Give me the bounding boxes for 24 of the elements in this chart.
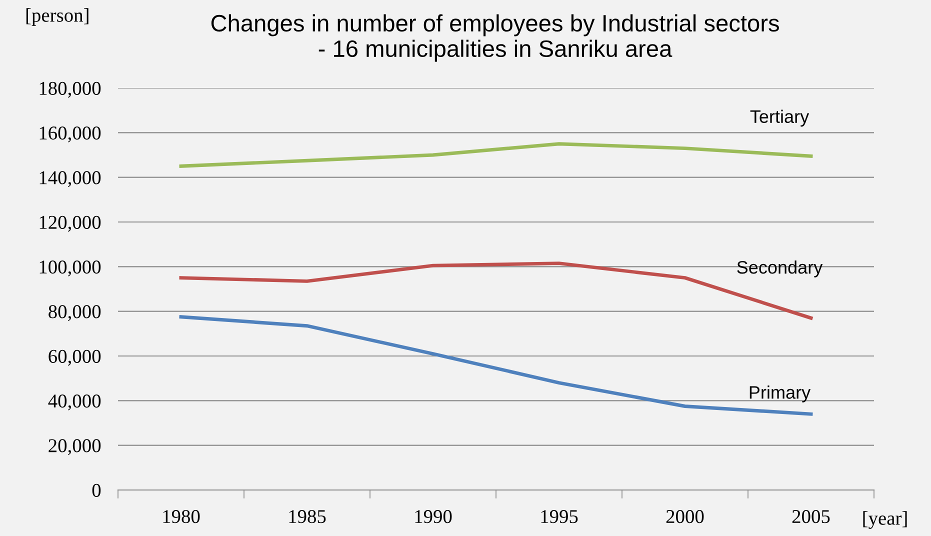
y-tick-label: 100,000 <box>40 260 101 276</box>
x-tick-label: 2005 <box>792 510 830 524</box>
line-series <box>179 142 813 168</box>
x-axis-title: [year] <box>863 511 907 529</box>
x-tick-label: 2000 <box>666 510 704 524</box>
y-tick-label: 80,000 <box>48 305 101 322</box>
y-tick-label: 160,000 <box>40 126 101 142</box>
line-series <box>179 315 813 416</box>
x-tick-label: 1980 <box>163 510 200 524</box>
series-label: Tertiary <box>750 110 810 127</box>
series-label: Secondary <box>737 260 823 278</box>
y-tick-label: 0 <box>92 484 101 497</box>
y-axis-title: [person] <box>26 8 88 26</box>
x-tick-label: 1990 <box>415 510 452 524</box>
y-tick-label: 140,000 <box>40 171 101 188</box>
y-tick-label: 20,000 <box>48 439 101 456</box>
y-tick-label: 180,000 <box>40 82 101 98</box>
chart-title: Changes in number of employees by Industrial sectors - 16 municipalities in Sanriku area <box>211 14 779 62</box>
series-label: Primary <box>750 386 811 402</box>
y-tick-label: 60,000 <box>48 350 101 366</box>
x-tick-label: 1995 <box>541 510 578 524</box>
x-tick-label: 1985 <box>289 510 326 524</box>
y-tick-label: 40,000 <box>48 394 101 410</box>
y-tick-label: 120,000 <box>40 216 101 232</box>
